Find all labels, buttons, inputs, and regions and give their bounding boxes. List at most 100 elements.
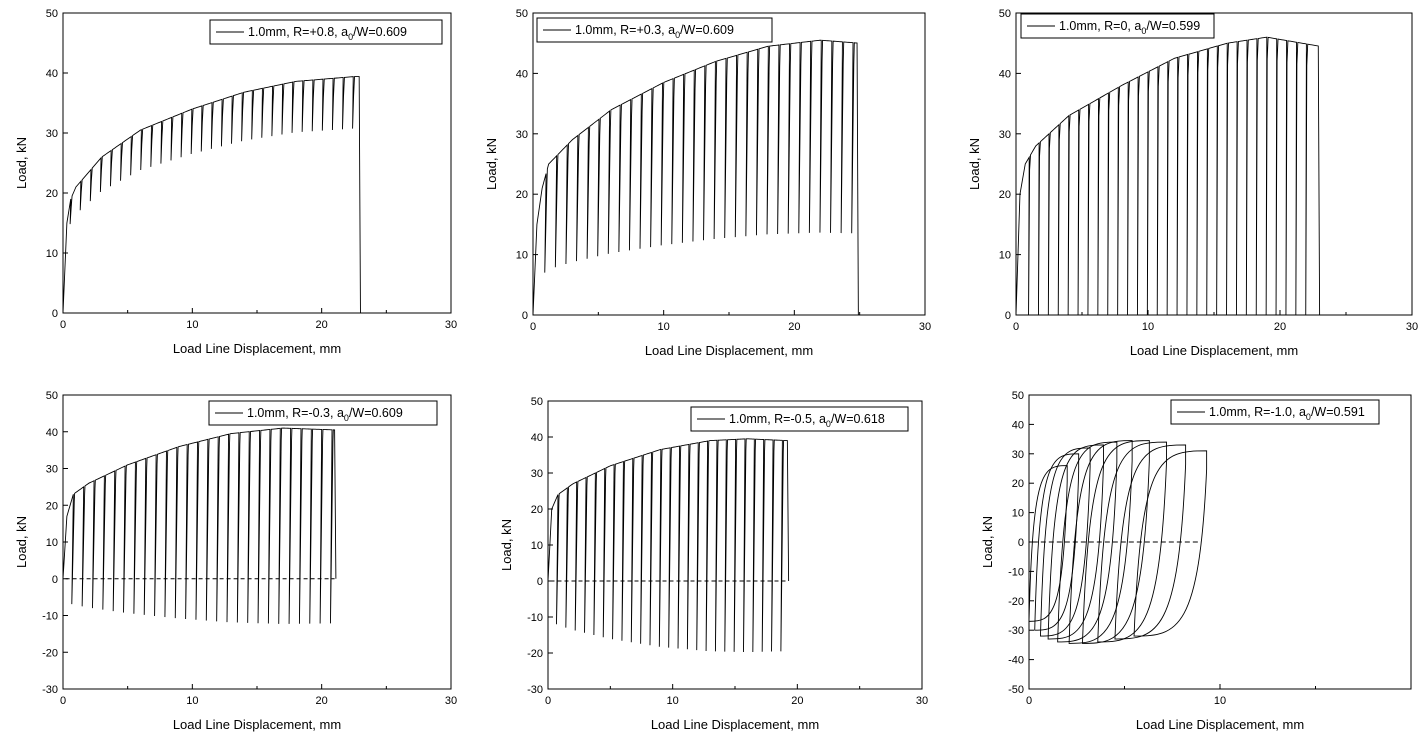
y-tick-label: 30 — [46, 128, 58, 140]
y-tick-label: 10 — [516, 250, 528, 262]
load-displacement-series — [1015, 36, 1321, 316]
hysteresis-loop — [1057, 441, 1118, 643]
y-axis-label: Load, kN — [14, 137, 29, 189]
legend-label: 1.0mm, R=-0.3, a0/W=0.609 — [247, 406, 403, 423]
y-tick-label: -10 — [1008, 566, 1024, 578]
legend-box — [208, 400, 438, 426]
y-tick-label: 40 — [516, 68, 528, 80]
y-tick-label: 10 — [46, 248, 58, 260]
y-tick-label: 30 — [46, 464, 58, 476]
x-tick-label: 10 — [186, 319, 198, 331]
y-tick-label: 50 — [1012, 390, 1024, 402]
y-tick-label: 0 — [52, 308, 58, 320]
y-tick-label: -50 — [1008, 684, 1024, 696]
y-tick-label: 20 — [1012, 478, 1024, 490]
y-tick-label: 30 — [531, 468, 543, 480]
x-tick-label: 10 — [658, 321, 670, 333]
x-axis-label: Load Line Displacement, mm — [651, 717, 819, 732]
chart-panel-1: 0 10 20 30 0 10 20 30 40 50 Load Line Displacement… — [14, 8, 457, 356]
plot-frame — [532, 12, 926, 316]
hysteresis-loop — [1133, 450, 1208, 637]
x-tick-label: 30 — [445, 695, 457, 707]
y-tick-label: 40 — [531, 432, 543, 444]
plot-frame — [62, 394, 452, 690]
x-tick-label: 10 — [186, 695, 198, 707]
y-tick-label: 0 — [1018, 537, 1024, 549]
y-tick-label: 50 — [46, 8, 58, 20]
y-axis-label: Load, kN — [14, 516, 29, 568]
load-displacement-series — [547, 438, 790, 653]
load-displacement-series — [532, 39, 859, 316]
y-tick-label: 40 — [1012, 419, 1024, 431]
legend-label: 1.0mm, R=+0.3, a0/W=0.609 — [575, 23, 734, 40]
hysteresis-loop — [1082, 440, 1150, 644]
legend-box — [536, 17, 773, 43]
x-tick-label: 0 — [60, 695, 66, 707]
y-tick-label: 10 — [46, 537, 58, 549]
legend-box — [209, 19, 443, 45]
y-tick-label: 40 — [46, 68, 58, 80]
y-axis-label: Load, kN — [980, 516, 995, 568]
x-tick-label: 20 — [316, 319, 328, 331]
x-tick-label: 0 — [60, 319, 66, 331]
y-tick-label: 50 — [531, 396, 543, 408]
y-tick-label: 0 — [522, 310, 528, 322]
hysteresis-loop — [1039, 447, 1091, 637]
load-displacement-series — [62, 76, 361, 314]
legend-label: 1.0mm, R=+0.8, a0/W=0.609 — [248, 25, 407, 42]
hysteresis-loop — [1114, 444, 1187, 640]
x-tick-label: 10 — [1214, 695, 1226, 707]
x-tick-label: 20 — [788, 321, 800, 333]
y-tick-label: -20 — [1008, 596, 1024, 608]
y-tick-label: 0 — [537, 576, 543, 588]
y-tick-label: 0 — [52, 574, 58, 586]
y-tick-label: -30 — [527, 684, 543, 696]
y-tick-label: -30 — [42, 684, 58, 696]
y-tick-label: -10 — [527, 612, 543, 624]
hysteresis-loop — [1097, 441, 1167, 643]
y-tick-label: -30 — [1008, 625, 1024, 637]
y-tick-label: 30 — [516, 129, 528, 141]
x-tick-label: 0 — [545, 695, 551, 707]
y-tick-label: 30 — [999, 129, 1011, 141]
x-axis-label: Load Line Displacement, mm — [173, 341, 341, 356]
x-tick-label: 20 — [791, 695, 803, 707]
y-tick-label: 50 — [999, 8, 1011, 20]
y-tick-label: 10 — [531, 540, 543, 552]
chart-panel-3: 0 10 20 30 0 10 20 30 40 50 Load Line Displacement… — [967, 8, 1418, 358]
plot-frame — [1015, 12, 1413, 316]
legend-box — [1170, 399, 1380, 425]
legend-label: 1.0mm, R=-1.0, a0/W=0.591 — [1209, 405, 1365, 422]
y-tick-label: 50 — [516, 8, 528, 20]
legend-label: 1.0mm, R=-0.5, a0/W=0.618 — [729, 412, 885, 429]
x-axis-label: Load Line Displacement, mm — [1136, 717, 1304, 732]
hysteresis-loop — [1028, 465, 1068, 622]
chart-panel-6: 0 10 -50 -40 -30 -20 -10 0 10 20 30 40 50 Load Line D… — [980, 390, 1412, 732]
y-axis-label: Load, kN — [967, 138, 982, 190]
y-tick-label: 40 — [46, 427, 58, 439]
x-axis-label: Load Line Displacement, mm — [173, 717, 341, 732]
y-tick-label: -20 — [527, 648, 543, 660]
y-axis-label: Load, kN — [484, 138, 499, 190]
y-tick-label: -40 — [1008, 655, 1024, 667]
hysteresis-loop — [1034, 453, 1080, 631]
y-tick-label: 30 — [1012, 449, 1024, 461]
y-tick-label: 20 — [516, 189, 528, 201]
y-tick-label: 50 — [46, 390, 58, 402]
chart-panel-4: 0 10 20 30 -30 -20 -10 0 10 20 30 40 50 Load Line Dis… — [14, 390, 457, 732]
y-tick-label: -10 — [42, 611, 58, 623]
y-tick-label: 40 — [999, 68, 1011, 80]
y-tick-label: -20 — [42, 647, 58, 659]
x-axis-label: Load Line Displacement, mm — [1130, 343, 1298, 358]
x-tick-label: 20 — [1274, 321, 1286, 333]
x-tick-label: 10 — [1142, 321, 1154, 333]
hysteresis-loop — [1047, 444, 1104, 640]
x-axis-label: Load Line Displacement, mm — [645, 343, 813, 358]
hysteresis-loop — [1068, 440, 1133, 644]
y-axis-label: Load, kN — [499, 519, 514, 571]
x-tick-label: 20 — [316, 695, 328, 707]
y-tick-label: 20 — [46, 188, 58, 200]
x-tick-label: 30 — [916, 695, 928, 707]
x-tick-label: 30 — [1406, 321, 1418, 333]
